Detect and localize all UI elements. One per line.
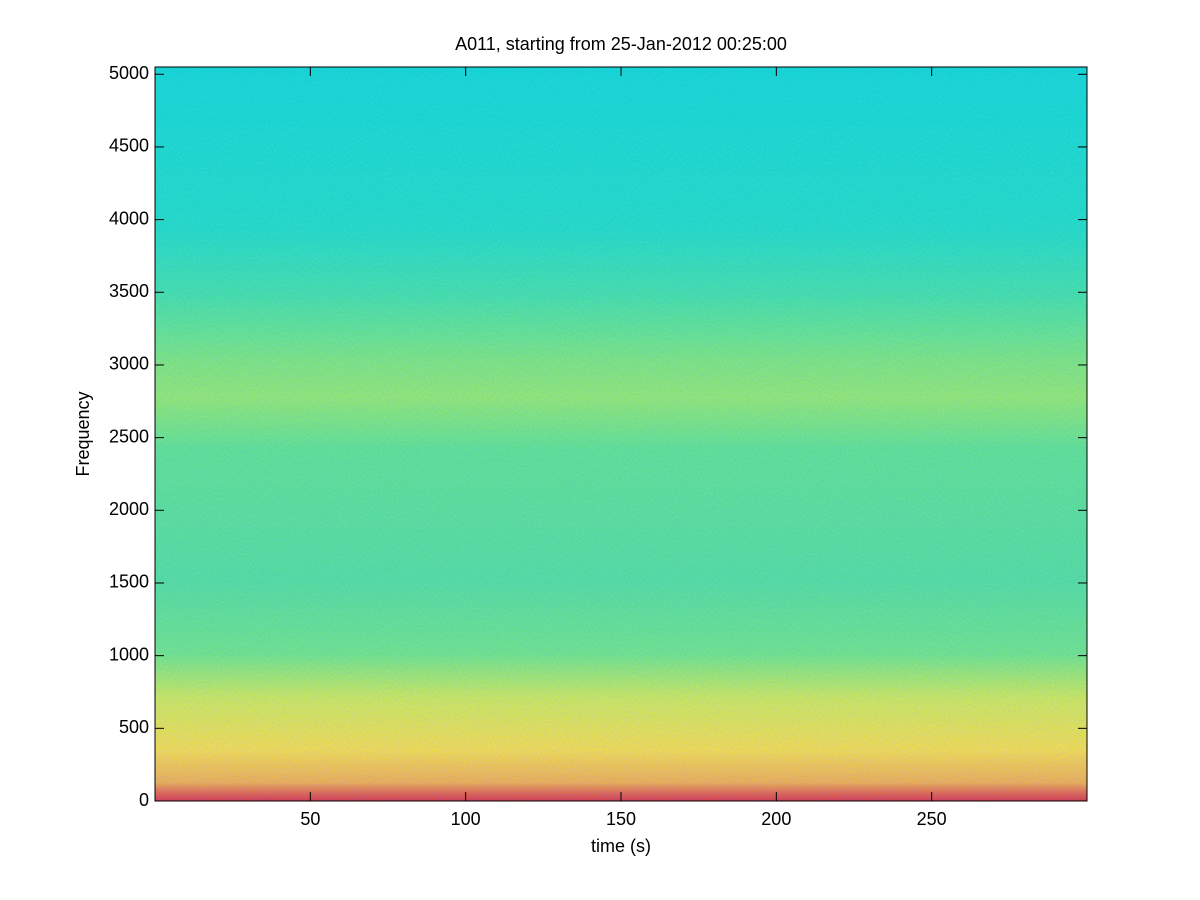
y-axis-label: Frequency — [73, 391, 93, 476]
x-axis-label: time (s) — [591, 836, 651, 856]
x-tick-label: 50 — [300, 809, 320, 829]
y-tick-label: 2500 — [109, 426, 149, 446]
y-tick-label: 5000 — [109, 63, 149, 83]
y-tick-label: 3000 — [109, 354, 149, 374]
x-tick-label: 150 — [606, 809, 636, 829]
y-tick-label: 3500 — [109, 281, 149, 301]
x-tick-label: 200 — [761, 809, 791, 829]
y-tick-label: 4000 — [109, 208, 149, 228]
y-tick-label: 1000 — [109, 644, 149, 664]
x-tick-label: 100 — [451, 809, 481, 829]
y-tick-label: 500 — [119, 717, 149, 737]
y-tick-label: 1500 — [109, 572, 149, 592]
spectrogram-image — [155, 67, 1087, 801]
y-tick-label: 4500 — [109, 136, 149, 156]
y-tick-label: 2000 — [109, 499, 149, 519]
chart-title: A011, starting from 25-Jan-2012 00:25:00 — [455, 34, 787, 54]
y-tick-label: 0 — [139, 790, 149, 810]
x-tick-label: 250 — [917, 809, 947, 829]
